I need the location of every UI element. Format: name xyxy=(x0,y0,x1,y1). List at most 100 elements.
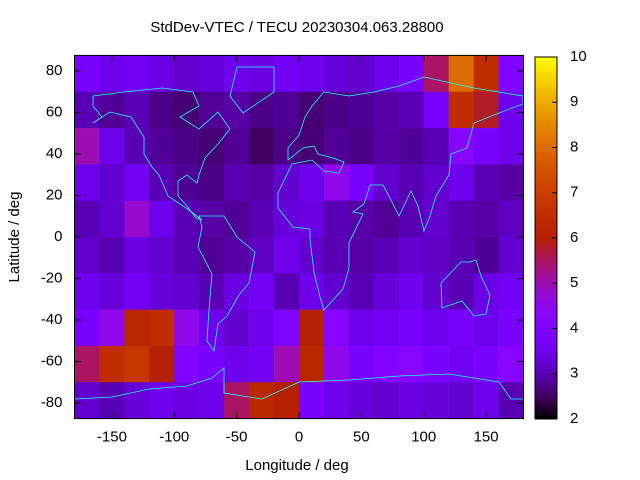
heatmap-cell xyxy=(199,128,225,165)
heatmap-cell xyxy=(373,128,400,165)
colorbar-tick-label: 2 xyxy=(570,410,578,427)
heatmap-cell xyxy=(448,309,474,347)
coastline xyxy=(440,259,491,317)
heatmap-cell xyxy=(199,309,225,347)
x-axis-label: Longitude / deg xyxy=(245,457,348,474)
heatmap-cell xyxy=(174,382,200,419)
heatmap-cell xyxy=(498,382,524,419)
x-tick-label: 150 xyxy=(474,429,499,446)
heatmap-cell xyxy=(348,273,375,310)
coastline xyxy=(229,66,275,114)
y-tick-label: -60 xyxy=(41,352,63,369)
heatmap-cell xyxy=(149,200,175,238)
heatmap-cell xyxy=(74,128,100,165)
coastline xyxy=(197,215,256,353)
chart-title: StdDev-VTEC / TECU 20230304.063.28800 xyxy=(150,19,443,36)
heatmap-cell xyxy=(398,128,425,165)
heatmap-cell xyxy=(249,164,275,201)
heatmap-cell xyxy=(398,382,425,419)
heatmap-cell xyxy=(398,164,425,201)
heatmap-cell xyxy=(299,200,325,238)
heatmap-cell xyxy=(498,345,524,383)
heatmap-cell xyxy=(74,237,100,274)
heatmap-cell xyxy=(498,91,524,129)
heatmap-cell xyxy=(124,128,150,165)
heatmap-cell xyxy=(174,164,200,201)
heatmap-cell xyxy=(274,91,300,129)
heatmap-cell xyxy=(224,55,250,93)
heatmap-cell xyxy=(323,128,350,165)
heatmap-cell xyxy=(74,273,100,310)
heatmap-cell xyxy=(74,55,100,93)
heatmap-cell xyxy=(473,237,499,274)
heatmap-cell xyxy=(423,91,449,129)
y-tick-label: -40 xyxy=(41,311,63,328)
heatmap-cell xyxy=(323,164,350,201)
y-axis-label: Latitude / deg xyxy=(6,192,23,283)
y-tick-label: 40 xyxy=(46,145,63,162)
heatmap-cell xyxy=(398,345,425,383)
heatmap-cell xyxy=(398,91,425,129)
y-tick-label: -80 xyxy=(41,394,63,411)
heatmap-cell xyxy=(423,200,449,238)
heatmap-cell xyxy=(398,237,425,274)
heatmap-cell xyxy=(323,200,350,238)
heatmap-cell xyxy=(423,128,449,165)
heatmap-cell xyxy=(274,345,300,383)
heatmap-cell xyxy=(224,345,250,383)
heatmap-cell xyxy=(274,273,300,310)
heatmap-cell xyxy=(224,164,250,201)
heatmap-cell xyxy=(224,128,250,165)
colorbar-tick-label: 9 xyxy=(570,93,578,110)
heatmap-cell xyxy=(74,164,100,201)
heatmap-cell xyxy=(99,237,125,274)
heatmap-cell xyxy=(348,345,375,383)
heatmap-cell xyxy=(199,91,225,129)
heatmap-cell xyxy=(199,164,225,201)
x-tick-label: -150 xyxy=(97,429,127,446)
heatmap-cell xyxy=(373,200,400,238)
heatmap-cell xyxy=(398,200,425,238)
heatmap-cell xyxy=(224,200,250,238)
colorbar-tick-label: 7 xyxy=(570,184,578,201)
x-tick-label: -100 xyxy=(159,429,189,446)
heatmap-cell xyxy=(323,91,350,129)
heatmap-cell xyxy=(348,237,375,274)
heatmap-cell xyxy=(423,309,449,347)
heatmap-cell xyxy=(149,309,175,347)
heatmap-cell xyxy=(274,382,300,419)
heatmap-cell xyxy=(249,200,275,238)
heatmap-cell xyxy=(249,128,275,165)
heatmap-cell xyxy=(323,382,350,419)
heatmap-cell xyxy=(99,55,125,93)
heatmap-cell xyxy=(448,345,474,383)
heatmap-cell xyxy=(149,91,175,129)
heatmap-cell xyxy=(448,55,474,93)
heatmap-cell xyxy=(99,128,125,165)
y-tick-label: 0 xyxy=(54,228,62,245)
heatmap-cell xyxy=(124,55,150,93)
heatmap-cell xyxy=(299,382,325,419)
heatmap-cell xyxy=(323,309,350,347)
colorbar-tick-label: 10 xyxy=(570,48,587,65)
heatmap-cell xyxy=(249,309,275,347)
heatmap-cell xyxy=(124,237,150,274)
heatmap-cell xyxy=(473,128,499,165)
heatmap-cell xyxy=(398,55,425,93)
heatmap-cell xyxy=(249,382,275,419)
heatmap-cell xyxy=(149,128,175,165)
heatmap-cell xyxy=(174,91,200,129)
heatmap-cell xyxy=(149,237,175,274)
heatmap-cell xyxy=(373,91,400,129)
y-tick-label: 20 xyxy=(46,186,63,203)
heatmap-cell xyxy=(498,164,524,201)
heatmap-cell xyxy=(199,237,225,274)
heatmap-cell xyxy=(99,345,125,383)
heatmap-cell xyxy=(249,237,275,274)
y-tick-label: 60 xyxy=(46,103,63,120)
heatmap-cell xyxy=(498,200,524,238)
x-tick-label: -50 xyxy=(226,429,248,446)
heatmap-cell xyxy=(224,309,250,347)
heatmap-cell xyxy=(99,200,125,238)
